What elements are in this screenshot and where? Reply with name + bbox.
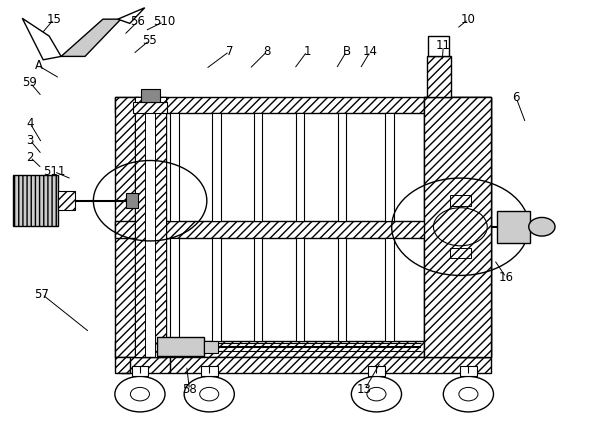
Text: 16: 16 bbox=[499, 271, 514, 284]
Bar bbox=[205, 341, 218, 353]
Text: 55: 55 bbox=[142, 34, 157, 47]
Bar bbox=[427, 56, 451, 97]
Bar bbox=[115, 97, 137, 357]
Bar bbox=[115, 221, 446, 239]
Text: 10: 10 bbox=[461, 13, 476, 26]
Bar bbox=[424, 97, 446, 357]
Bar bbox=[385, 239, 394, 341]
Text: 57: 57 bbox=[35, 288, 49, 301]
Text: 7: 7 bbox=[226, 45, 233, 58]
Bar bbox=[212, 239, 221, 341]
Text: 6: 6 bbox=[512, 92, 520, 104]
Bar bbox=[446, 97, 491, 357]
Text: 13: 13 bbox=[357, 383, 372, 397]
Bar bbox=[133, 102, 167, 113]
Bar bbox=[368, 366, 385, 376]
Bar bbox=[449, 248, 471, 259]
Bar bbox=[497, 211, 530, 243]
Text: 59: 59 bbox=[23, 76, 37, 89]
Polygon shape bbox=[22, 18, 61, 60]
Text: 511: 511 bbox=[43, 165, 65, 178]
Text: 2: 2 bbox=[26, 151, 34, 164]
Polygon shape bbox=[118, 8, 145, 23]
Bar bbox=[449, 195, 471, 206]
Text: 510: 510 bbox=[153, 15, 175, 28]
Circle shape bbox=[529, 217, 555, 236]
Bar bbox=[338, 239, 346, 341]
Bar bbox=[134, 97, 145, 357]
Bar bbox=[296, 239, 304, 341]
Text: 1: 1 bbox=[304, 45, 311, 58]
Bar bbox=[428, 36, 449, 56]
Bar bbox=[338, 113, 346, 221]
Bar bbox=[254, 239, 262, 341]
Text: B: B bbox=[343, 45, 350, 58]
Text: 4: 4 bbox=[26, 117, 34, 130]
Text: 58: 58 bbox=[182, 383, 197, 397]
Text: 8: 8 bbox=[263, 45, 271, 58]
Bar bbox=[212, 113, 221, 221]
Bar bbox=[58, 191, 75, 210]
Text: 14: 14 bbox=[363, 45, 378, 58]
Bar bbox=[115, 97, 446, 113]
Bar bbox=[140, 89, 160, 102]
Bar bbox=[424, 97, 491, 357]
Bar bbox=[115, 357, 491, 373]
Bar bbox=[460, 366, 477, 376]
Bar bbox=[170, 239, 179, 341]
Polygon shape bbox=[61, 19, 121, 56]
Bar bbox=[115, 341, 446, 357]
Bar bbox=[254, 113, 262, 221]
Bar bbox=[134, 97, 166, 357]
Bar bbox=[201, 366, 218, 376]
Text: A: A bbox=[34, 59, 43, 72]
Bar bbox=[155, 97, 166, 357]
Text: 3: 3 bbox=[26, 134, 34, 147]
Text: 56: 56 bbox=[130, 15, 145, 28]
Bar bbox=[157, 337, 205, 356]
Bar bbox=[296, 113, 304, 221]
Bar bbox=[13, 176, 58, 226]
Bar bbox=[385, 113, 394, 221]
Bar bbox=[170, 113, 179, 221]
Bar bbox=[131, 366, 148, 376]
Bar bbox=[125, 193, 137, 208]
Text: 15: 15 bbox=[47, 13, 61, 26]
Text: 11: 11 bbox=[436, 39, 451, 52]
